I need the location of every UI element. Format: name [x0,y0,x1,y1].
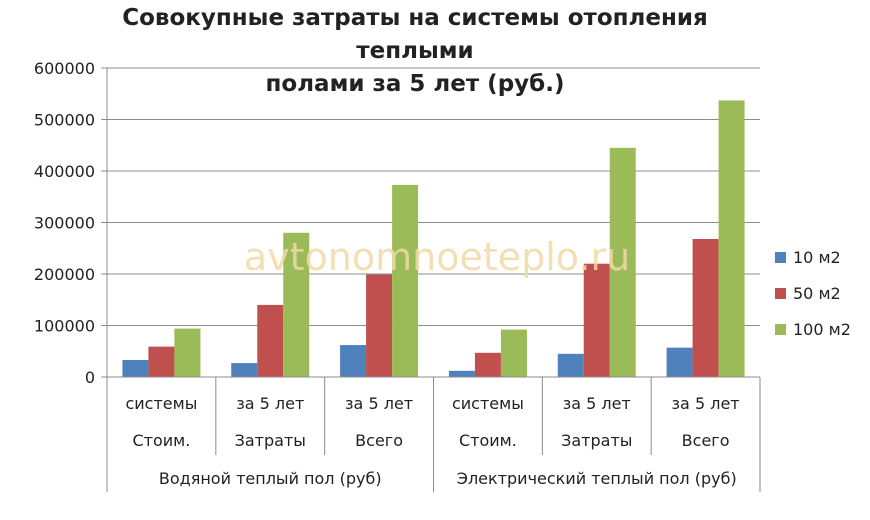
y-tick-label: 500000 [34,111,95,130]
bar-100-м2-5 [718,100,745,377]
category-labels: системы Стоим. за 5 лет Затраты за 5 лет Всег… [125,394,739,488]
bar-100-м2-3 [500,329,527,377]
group-label: Водяной теплый пол (руб) [159,469,382,488]
chart-title-line-2: полами за 5 лет (руб.) [265,71,565,97]
category-label-line2: Всего [682,431,730,450]
legend-label: 50 м2 [793,284,841,303]
category-label-line2: Затраты [561,431,632,450]
legend-swatch [775,324,786,335]
category-label-line2: Всего [355,431,403,450]
y-tick-label: 400000 [34,162,95,181]
bar-50-м2-5 [692,238,719,377]
legend-label: 100 м2 [793,320,851,339]
y-tick-label: 0 [85,368,95,387]
bar-100-м2-2 [392,184,419,377]
y-axis-ticks: 0 100000 200000 300000 400000 500000 600000 [34,59,95,387]
category-label-line2: Затраты [235,431,306,450]
bar-10-м2-2 [340,345,367,377]
y-tick-label: 600000 [34,59,95,78]
category-label-line1: за 5 лет [672,394,740,413]
bar-10-м2-0 [122,360,149,377]
bar-10-м2-1 [231,363,258,377]
bar-50-м2-1 [257,304,284,377]
watermark: avtonomnoeteplo.ru [244,235,630,279]
gridlines [107,67,760,378]
bar-50-м2-0 [148,346,175,377]
legend: 10 м2 50 м2 100 м2 [775,248,851,339]
bar-100-м2-0 [174,328,201,377]
bar-100-м2-1 [283,232,310,377]
chart-title-line-1: Совокупные затраты на системы отопления … [122,5,708,64]
bar-50-м2-3 [474,352,501,377]
category-label-line1: за 5 лет [563,394,631,413]
legend-swatch [775,288,786,299]
watermark-text: avtonomnoeteplo.ru [244,235,630,279]
chart-title: Совокупные затраты на системы отопления … [95,2,735,101]
legend-swatch [775,252,786,263]
bar-100-м2-4 [609,147,636,377]
y-tick-label: 300000 [34,214,95,233]
bar-10-м2-4 [557,353,584,377]
bar-10-м2-3 [448,370,475,377]
bars [122,100,745,377]
group-label: Электрический теплый пол (руб) [457,469,737,488]
category-label-line1: системы [125,394,197,413]
y-tick-label: 200000 [34,265,95,284]
y-tick-label: 100000 [34,317,95,336]
category-label-line2: Стоим. [132,431,190,450]
category-label-line1: системы [452,394,524,413]
bar-50-м2-4 [583,263,610,377]
axes [101,67,761,492]
category-label-line2: Стоим. [459,431,517,450]
bar-10-м2-5 [666,347,693,377]
category-label-line1: за 5 лет [236,394,304,413]
category-label-line1: за 5 лет [345,394,413,413]
bar-50-м2-2 [366,274,393,377]
legend-label: 10 м2 [793,248,841,267]
